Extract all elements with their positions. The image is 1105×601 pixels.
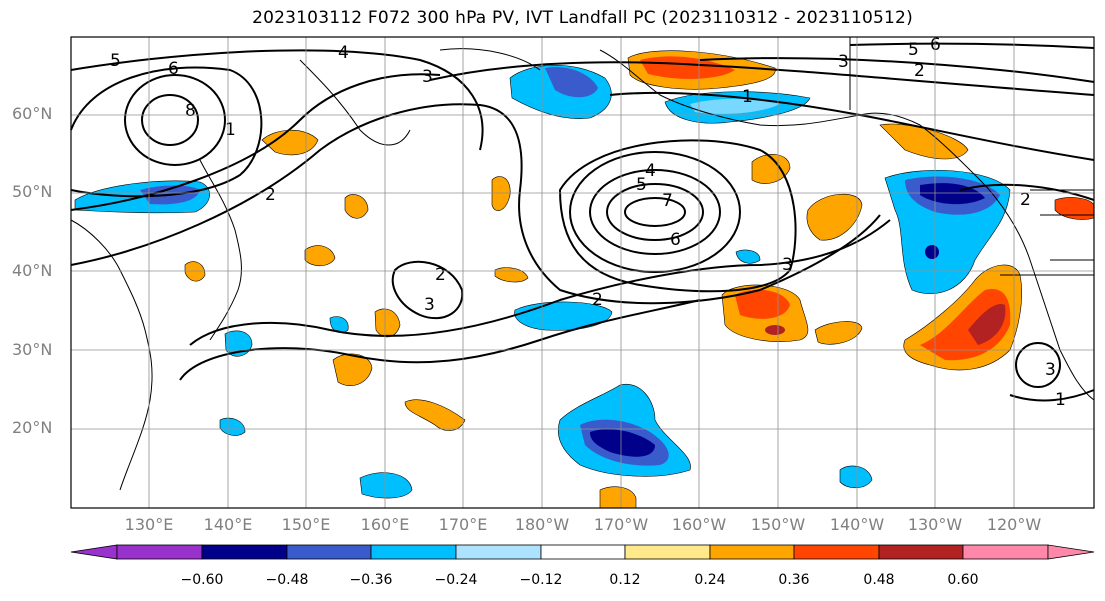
negative-anomaly-small-3 <box>219 417 246 436</box>
negative-anomaly-small-2 <box>839 465 873 489</box>
contour-label-6c: 6 <box>930 35 941 55</box>
coastlines <box>70 37 1095 491</box>
contour-label-5a: 5 <box>110 51 121 71</box>
lat-label-30n: 30°N <box>12 340 53 359</box>
contour-label-2e: 2 <box>1020 190 1031 210</box>
lon-label-150w: 150°W <box>750 515 806 534</box>
positive-anomaly-small-5 <box>491 176 511 212</box>
lon-label-150e: 150°E <box>281 515 331 534</box>
colorbar-tick-label: −0.36 <box>349 572 393 588</box>
colorbar <box>70 544 1095 560</box>
contour-label-7: 7 <box>662 191 673 211</box>
contour-label-5b: 5 <box>636 175 647 195</box>
contour-label-6b: 6 <box>670 230 681 250</box>
lon-label-130e: 130°E <box>124 515 174 534</box>
lat-label-20n: 20°N <box>12 418 53 437</box>
contour-label-2a: 2 <box>265 185 276 205</box>
contour-label-1c: 1 <box>1055 390 1066 410</box>
positive-anomaly-small-1 <box>261 129 319 156</box>
graticule <box>71 37 1094 508</box>
lon-label-120w: 120°W <box>986 515 1042 534</box>
negative-anomaly-small-4 <box>329 316 349 333</box>
lon-label-140w: 140°W <box>829 515 885 534</box>
negative-anomaly-south <box>359 472 413 499</box>
lon-label-170e: 170°E <box>438 515 488 534</box>
lon-label-130w: 130°W <box>907 515 963 534</box>
contour-label-4a: 4 <box>338 43 349 63</box>
contour-label-2d: 2 <box>435 265 446 285</box>
lon-label-170w: 170°W <box>593 515 649 534</box>
positive-anomaly-east <box>806 193 863 241</box>
contour-label-3d: 3 <box>424 295 435 315</box>
negative-anomaly-bering <box>509 64 612 119</box>
map-frame <box>70 36 1095 509</box>
colorbar-tick-label: 0.12 <box>609 572 641 588</box>
colorbar-tick-label: 0.60 <box>947 572 979 588</box>
contour-label-6a: 6 <box>168 59 179 79</box>
lon-label-160e: 160°E <box>360 515 410 534</box>
colorbar-tick-label: 0.48 <box>863 572 895 588</box>
contour-label-3b: 3 <box>782 255 793 275</box>
contour-label-2c: 2 <box>914 61 925 81</box>
figure-title: 2023103112 F072 300 hPa PV, IVT Landfall… <box>252 8 913 28</box>
colorbar-tick-label: −0.48 <box>265 572 309 588</box>
lon-label-160w: 160°W <box>671 515 727 534</box>
positive-anomaly-small-4 <box>404 399 466 431</box>
contour-label-2b: 2 <box>592 290 603 310</box>
lat-label-50n: 50°N <box>12 182 53 201</box>
lat-label-60n: 60°N <box>12 104 53 123</box>
contour-label-5c: 5 <box>908 40 919 60</box>
contour-label-8: 8 <box>185 101 196 121</box>
lat-label-40n: 40°N <box>12 261 53 280</box>
positive-anomaly-small-6 <box>599 486 637 509</box>
colorbar-tick-label: 0.24 <box>694 572 726 588</box>
contour-label-4b: 4 <box>645 161 656 181</box>
colorbar-tick-label: 0.36 <box>778 572 810 588</box>
negative-anomaly-subtropics <box>557 383 691 477</box>
colorbar-tick-label: −0.60 <box>180 572 224 588</box>
contour-label-1a: 1 <box>225 120 236 140</box>
shaded-anomaly-field <box>74 50 1095 509</box>
colorbar-tick-label: −0.24 <box>434 572 478 588</box>
contour-labels: 5 6 8 4 3 1 2 7 4 5 6 2 3 1 5 6 3 2 2 3 … <box>110 35 1066 410</box>
colorbar-tick-label: −0.12 <box>519 572 563 588</box>
positive-anomaly-small-8 <box>344 194 369 219</box>
contour-label-1b: 1 <box>742 87 753 107</box>
lon-label-140e: 140°E <box>203 515 253 534</box>
positive-anomaly-central <box>721 284 863 345</box>
negative-anomaly-small-5 <box>735 249 761 264</box>
contour-label-3e: 3 <box>1045 360 1056 380</box>
contour-label-3a: 3 <box>422 67 433 87</box>
positive-anomaly-california <box>903 264 1022 371</box>
lon-label-180w: 180°W <box>514 515 570 534</box>
contour-label-3c: 3 <box>838 52 849 72</box>
positive-anomaly-small-2 <box>304 245 336 267</box>
positive-anomaly-alaska <box>627 50 776 90</box>
